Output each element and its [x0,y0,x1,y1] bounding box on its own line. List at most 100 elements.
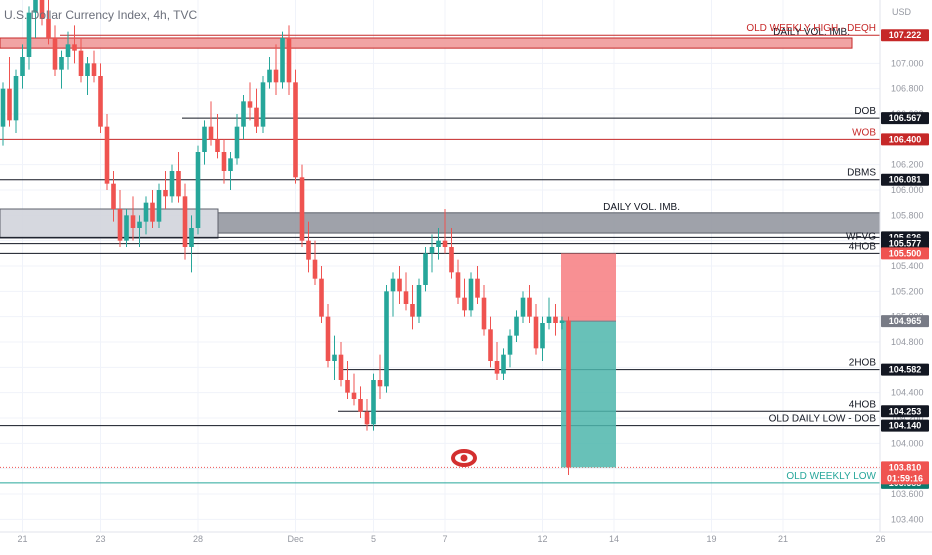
x-tick-label: 28 [193,534,203,544]
stop-loss-zone [561,253,616,322]
price-tag-text: 105.577 [889,239,922,249]
y-tick-label: 107.000 [891,58,924,68]
candle-body [0,88,6,127]
candle-body [254,107,259,127]
y-tick-label: 106.200 [891,160,924,170]
current-price-text: 103.810 [889,462,922,472]
candle-body [91,63,97,76]
candle-body [247,101,253,108]
y-tick-label: 106.800 [891,84,924,94]
candle-body [46,19,51,38]
candle-body [208,126,214,140]
candle-body [527,297,532,317]
current-price-tag [881,461,929,485]
price-tag-text: 105.500 [889,248,922,258]
candle-body [65,44,71,57]
zone-label: DAILY VOL. IMB. [603,202,680,213]
price-tag [881,112,929,125]
candle-body [221,152,227,171]
candle-body [377,380,383,387]
candle-body [559,320,565,323]
y-tick-label: 103.400 [891,514,924,524]
candle-body [117,209,123,241]
zone-label: DAILY VOL. IMB. [773,27,850,38]
candle-body [442,240,448,247]
candle-body [520,297,526,317]
candle-body [371,380,376,425]
x-tick-label: Dec [287,534,304,544]
candle-body [462,297,467,311]
zones-layer: DAILY VOL. IMB. DAILY VOL. IMB. [0,27,881,239]
price-tag [881,133,929,146]
candle-body [494,361,500,374]
candle-body [7,88,12,121]
candle-body [501,354,506,374]
candle-body [234,126,240,159]
chart-title: U.S. Dollar Currency Index, 4h, TVC [4,8,198,22]
level-label: DOB [854,106,876,117]
candle-body [20,57,25,76]
candle-body [72,44,77,51]
candle-body [481,297,487,330]
candle-body [403,291,409,304]
candle-body [163,190,168,197]
candle-body [130,215,136,228]
candle-body [546,316,552,323]
candle-body [26,12,32,57]
candle-body [202,126,207,152]
candle-body [358,399,363,412]
candle-body [410,304,415,317]
zone-box [0,37,853,49]
candle-body [260,82,266,127]
candle-body [338,354,344,380]
candle-body [78,50,84,76]
candle-body [228,158,233,171]
candle-body [85,63,90,76]
candle-body [293,82,298,178]
price-tag-text: 106.567 [889,113,922,123]
candle-body [39,0,45,19]
candle-body [390,278,396,292]
x-tick-label: 7 [442,534,447,544]
level-label: OLD WEEKLY LOW [786,471,876,482]
candle-body [345,380,350,393]
price-tag-text: 104.253 [889,406,922,416]
currency-label: USD [892,7,912,17]
candle-body [124,215,129,241]
candle-body [176,171,181,197]
price-tags-layer: 107.222106.567106.400106.081105.626105.5… [881,29,929,489]
price-tag [881,363,929,376]
price-tag [881,315,929,328]
candle-body [241,101,246,127]
candle-body [312,259,318,279]
candle-body [280,38,285,83]
x-tick-label: 12 [537,534,547,544]
candle-body [306,240,311,260]
candle-body [195,152,201,228]
y-tick-label: 104.400 [891,388,924,398]
candle-body [319,278,324,317]
price-tag [881,419,929,432]
candle-body [273,69,279,83]
y-tick-label: 106.000 [891,185,924,195]
level-label: DBMS [847,168,876,179]
price-tag [881,29,929,42]
candle-body [143,202,149,222]
candle-body [299,177,305,241]
price-tag [881,405,929,418]
countdown-text: 01:59:16 [887,473,923,483]
level-label: 4HOB [849,241,877,252]
x-tick-label: 23 [95,534,105,544]
level-label: 4HOB [849,399,877,410]
x-tick-label: 5 [371,534,376,544]
candle-body [104,126,110,184]
eye-icon[interactable] [451,449,477,467]
candle-body [59,57,64,70]
candle-body [397,278,402,292]
candle-body [475,278,480,298]
candle-body [540,323,545,349]
candle-body [553,316,558,323]
time-axis[interactable]: 212328Dec57121419212628 [0,531,932,544]
